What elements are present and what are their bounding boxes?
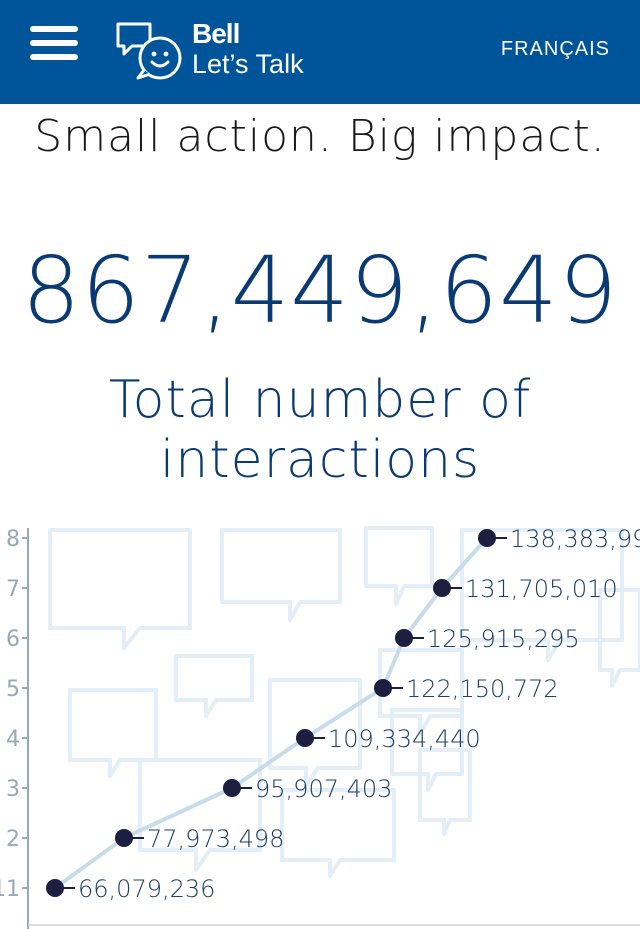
data-point-group: 122,150,772 bbox=[374, 675, 559, 703]
data-point-label: 125,915,295 bbox=[427, 625, 580, 653]
data-point-group: 138,383,995 bbox=[478, 525, 640, 553]
series-polyline bbox=[53, 536, 489, 890]
data-point-marker bbox=[46, 879, 64, 897]
data-point-group: 109,334,440 bbox=[296, 725, 481, 753]
data-points: 66,079,236 77,973,498 95,907,403 109,334,44… bbox=[46, 525, 640, 903]
chart-canvas: 11 2 3 4 5 6 7 8 66,079,236 77,973,498 95,907,403… bbox=[0, 525, 640, 929]
series-line bbox=[53, 536, 489, 890]
data-point-label: 131,705,010 bbox=[465, 575, 618, 603]
y-axis-tick-label: 7 bbox=[6, 577, 20, 602]
site-header: Bell Let’s Talk FRANÇAIS bbox=[0, 0, 640, 104]
data-point-marker bbox=[374, 679, 392, 697]
bell-lets-talk-logo[interactable]: Bell Let’s Talk bbox=[114, 16, 314, 82]
total-interactions-label: Total number of interactions bbox=[108, 370, 532, 490]
data-point-marker bbox=[296, 729, 314, 747]
data-point-group: 131,705,010 bbox=[433, 575, 618, 603]
data-point-label: 138,383,995 bbox=[510, 525, 640, 553]
data-point-marker bbox=[478, 529, 496, 547]
data-point-group: 77,973,498 bbox=[115, 825, 284, 853]
language-toggle-link[interactable]: FRANÇAIS bbox=[500, 38, 610, 60]
data-point-label: 122,150,772 bbox=[406, 675, 559, 703]
y-axis-tick-label: 4 bbox=[6, 727, 20, 752]
y-axis: 11 2 3 4 5 6 7 8 bbox=[0, 527, 640, 929]
menu-bar-top bbox=[30, 26, 78, 32]
menu-bar-bottom bbox=[30, 54, 78, 60]
y-axis-tick-label: 3 bbox=[6, 777, 20, 802]
menu-bar-middle bbox=[30, 40, 78, 46]
interactions-line-chart: 11 2 3 4 5 6 7 8 66,079,236 77,973,498 95,907,403… bbox=[0, 520, 640, 929]
data-point-group: 66,079,236 bbox=[46, 875, 215, 903]
y-axis-tick-label: 8 bbox=[6, 527, 20, 552]
y-axis-tick-label: 5 bbox=[6, 677, 20, 702]
total-interactions-count: 867,449,649 bbox=[21, 237, 619, 344]
data-point-marker bbox=[433, 579, 451, 597]
y-axis-tick-label: 11 bbox=[0, 877, 20, 902]
data-point-group: 95,907,403 bbox=[223, 775, 392, 803]
logo-lets-talk-text: Let’s Talk bbox=[192, 49, 304, 79]
data-point-label: 109,334,440 bbox=[328, 725, 481, 753]
data-point-label: 95,907,403 bbox=[255, 775, 392, 803]
logo-bell-text: Bell bbox=[192, 18, 240, 49]
data-point-marker bbox=[115, 829, 133, 847]
data-point-label: 66,079,236 bbox=[78, 875, 215, 903]
tagline: Small action. Big impact. bbox=[34, 111, 606, 162]
data-point-label: 77,973,498 bbox=[147, 825, 284, 853]
background-speech-bubbles-decoration bbox=[48, 526, 640, 878]
y-axis-tick-label: 6 bbox=[6, 627, 20, 652]
hamburger-menu-icon[interactable] bbox=[30, 24, 78, 62]
speech-bubble-smiley-icon bbox=[116, 22, 182, 80]
y-axis-tick-label: 2 bbox=[6, 827, 20, 852]
data-point-marker bbox=[223, 779, 241, 797]
data-point-group: 125,915,295 bbox=[395, 625, 580, 653]
data-point-marker bbox=[395, 629, 413, 647]
